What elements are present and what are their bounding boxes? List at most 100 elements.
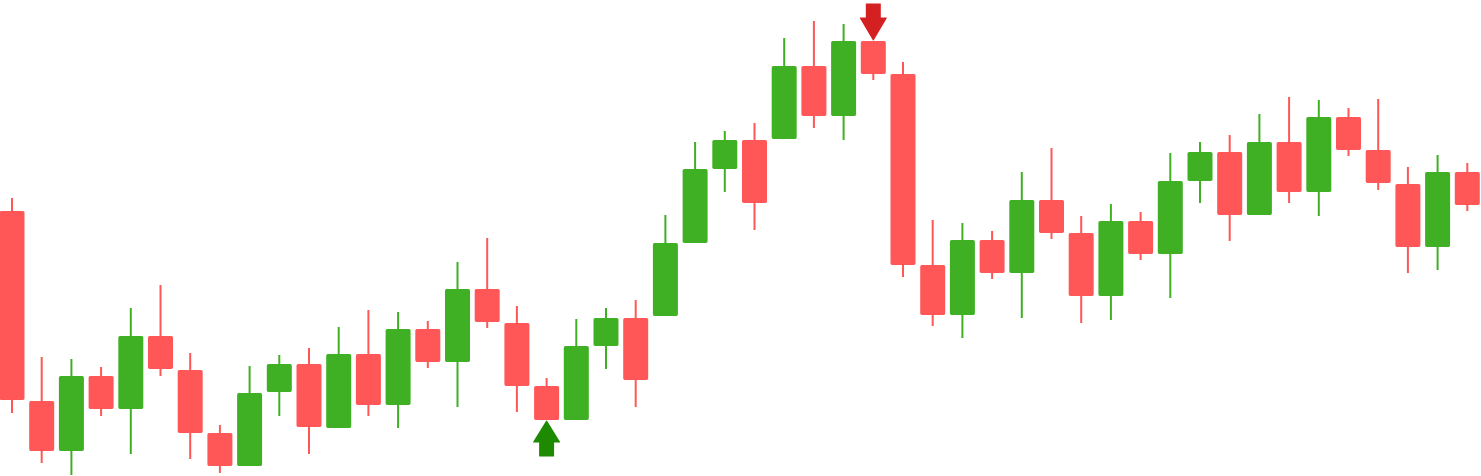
candle-body	[58, 376, 84, 451]
candle-down	[1068, 216, 1094, 323]
candle-body	[148, 336, 173, 369]
candle-body	[1217, 152, 1243, 215]
buy-arrow-icon	[533, 420, 561, 457]
candle-body	[504, 323, 530, 386]
candle-down	[623, 300, 649, 407]
candle-body	[652, 243, 678, 316]
candle-body	[860, 41, 886, 74]
candle-body	[1336, 117, 1361, 150]
candle-down	[29, 357, 55, 463]
candle-body	[1039, 200, 1064, 233]
candle-down	[1217, 135, 1243, 241]
candle-down	[920, 220, 946, 326]
candle-body	[1068, 233, 1094, 296]
candle-up	[385, 312, 411, 428]
candle-up	[652, 215, 678, 316]
candle-up	[593, 308, 619, 369]
candle-body	[355, 354, 381, 405]
candle-body	[207, 433, 233, 466]
candle-body	[1425, 172, 1451, 247]
candle-body	[1246, 142, 1272, 215]
candle-body	[831, 41, 857, 116]
candle-body	[979, 240, 1005, 273]
candle-up	[266, 355, 292, 416]
candle-up	[58, 359, 84, 475]
candle-down	[148, 285, 173, 376]
candle-down	[474, 238, 500, 328]
candle-down	[801, 21, 827, 128]
candle-body	[623, 318, 649, 380]
candle-body	[1009, 200, 1035, 273]
candle-up	[1098, 204, 1124, 320]
candle-body	[742, 140, 767, 203]
candle-body	[118, 336, 144, 409]
candle-body	[801, 66, 827, 116]
candle-up	[1157, 153, 1183, 298]
candles-layer	[0, 21, 1480, 475]
candle-down	[207, 425, 233, 473]
candle-body	[1454, 172, 1480, 205]
candle-down	[177, 353, 203, 459]
candle-down	[534, 378, 560, 420]
candle-down	[1395, 167, 1421, 273]
candle-down	[1128, 212, 1154, 260]
candle-body	[1276, 142, 1302, 192]
candle-body	[474, 289, 500, 322]
candle-body	[296, 364, 322, 427]
candle-up	[1187, 142, 1213, 203]
candle-up	[771, 38, 797, 139]
candle-body	[0, 211, 25, 400]
candle-up	[712, 131, 738, 192]
candle-down	[88, 367, 114, 416]
candle-down	[890, 62, 916, 277]
candle-body	[177, 370, 203, 433]
candle-body	[1365, 150, 1391, 183]
candle-up	[1009, 172, 1035, 318]
candle-up	[682, 142, 708, 243]
candle-body	[771, 66, 797, 139]
candle-body	[534, 386, 560, 420]
candle-body	[1157, 181, 1183, 254]
candle-body	[593, 318, 619, 346]
candle-body	[237, 393, 263, 466]
candle-body	[445, 289, 470, 362]
candle-body	[266, 364, 292, 392]
candle-down	[1365, 99, 1391, 190]
candle-body	[920, 265, 946, 315]
candle-down	[504, 306, 530, 412]
candle-down	[1336, 108, 1361, 156]
candle-up	[1306, 100, 1332, 216]
candle-down	[1454, 163, 1480, 211]
candle-body	[949, 240, 975, 315]
candle-body	[88, 376, 114, 409]
candle-body	[385, 329, 411, 405]
candle-body	[563, 346, 589, 420]
candle-body	[1128, 221, 1154, 254]
candle-body	[1395, 184, 1421, 247]
candle-up	[1425, 155, 1451, 270]
candle-up	[237, 366, 263, 466]
candle-up	[563, 319, 589, 420]
candle-down	[355, 310, 381, 416]
candle-up	[831, 24, 857, 140]
candle-down	[296, 348, 322, 454]
candle-up	[1246, 114, 1272, 215]
candle-down	[742, 123, 767, 230]
candle-body	[890, 74, 916, 265]
candle-down	[979, 231, 1005, 279]
candle-body	[29, 401, 55, 451]
candle-up	[326, 327, 352, 428]
candle-up	[118, 308, 144, 454]
candle-up	[949, 223, 975, 338]
candle-body	[1098, 221, 1124, 296]
candle-body	[326, 354, 352, 428]
sell-arrow-icon	[859, 3, 887, 41]
candle-body	[415, 329, 441, 362]
candle-down	[0, 198, 25, 413]
candle-body	[712, 140, 738, 169]
candle-body	[1306, 117, 1332, 192]
candle-down	[415, 321, 441, 368]
candle-down	[1276, 97, 1302, 203]
candle-down	[860, 41, 886, 80]
